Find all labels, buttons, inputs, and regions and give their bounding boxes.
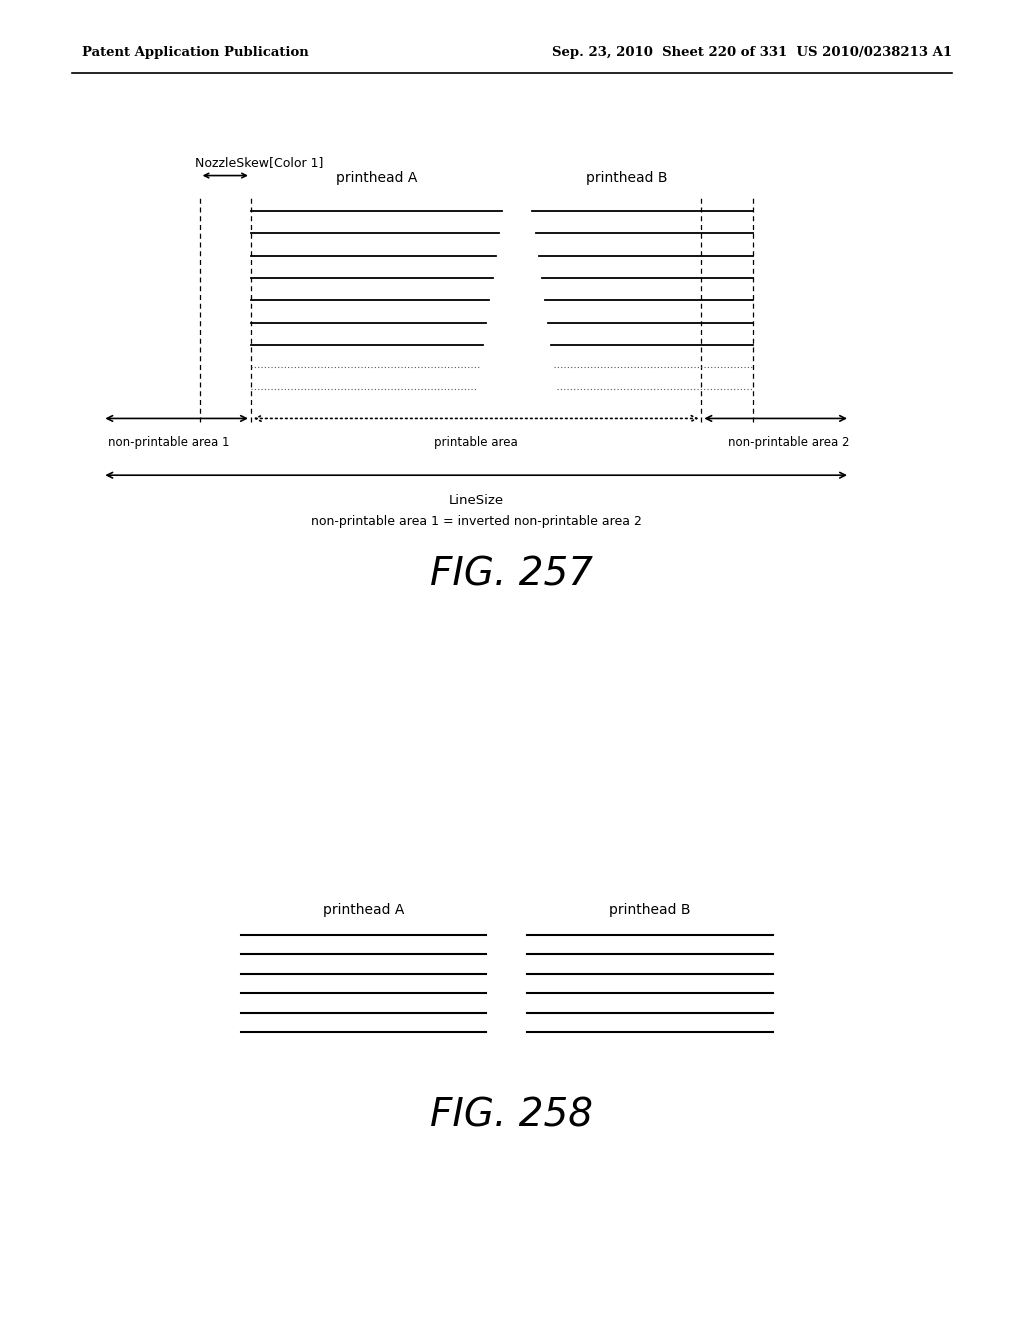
Text: LineSize: LineSize xyxy=(449,494,504,507)
Text: non-printable area 1 = inverted non-printable area 2: non-printable area 1 = inverted non-prin… xyxy=(310,515,642,528)
Text: printhead B: printhead B xyxy=(609,903,691,917)
Text: Sep. 23, 2010  Sheet 220 of 331  US 2010/0238213 A1: Sep. 23, 2010 Sheet 220 of 331 US 2010/0… xyxy=(552,46,952,59)
Text: NozzleSkew[Color 1]: NozzleSkew[Color 1] xyxy=(195,156,323,169)
Text: non-printable area 1: non-printable area 1 xyxy=(108,436,229,449)
Text: FIG. 257: FIG. 257 xyxy=(430,556,594,593)
Text: non-printable area 2: non-printable area 2 xyxy=(728,436,850,449)
Text: printhead A: printhead A xyxy=(336,170,417,185)
Text: Patent Application Publication: Patent Application Publication xyxy=(82,46,308,59)
Text: FIG. 258: FIG. 258 xyxy=(430,1097,594,1134)
Text: printhead A: printhead A xyxy=(323,903,404,917)
Text: printable area: printable area xyxy=(434,436,518,449)
Text: printhead B: printhead B xyxy=(587,170,668,185)
